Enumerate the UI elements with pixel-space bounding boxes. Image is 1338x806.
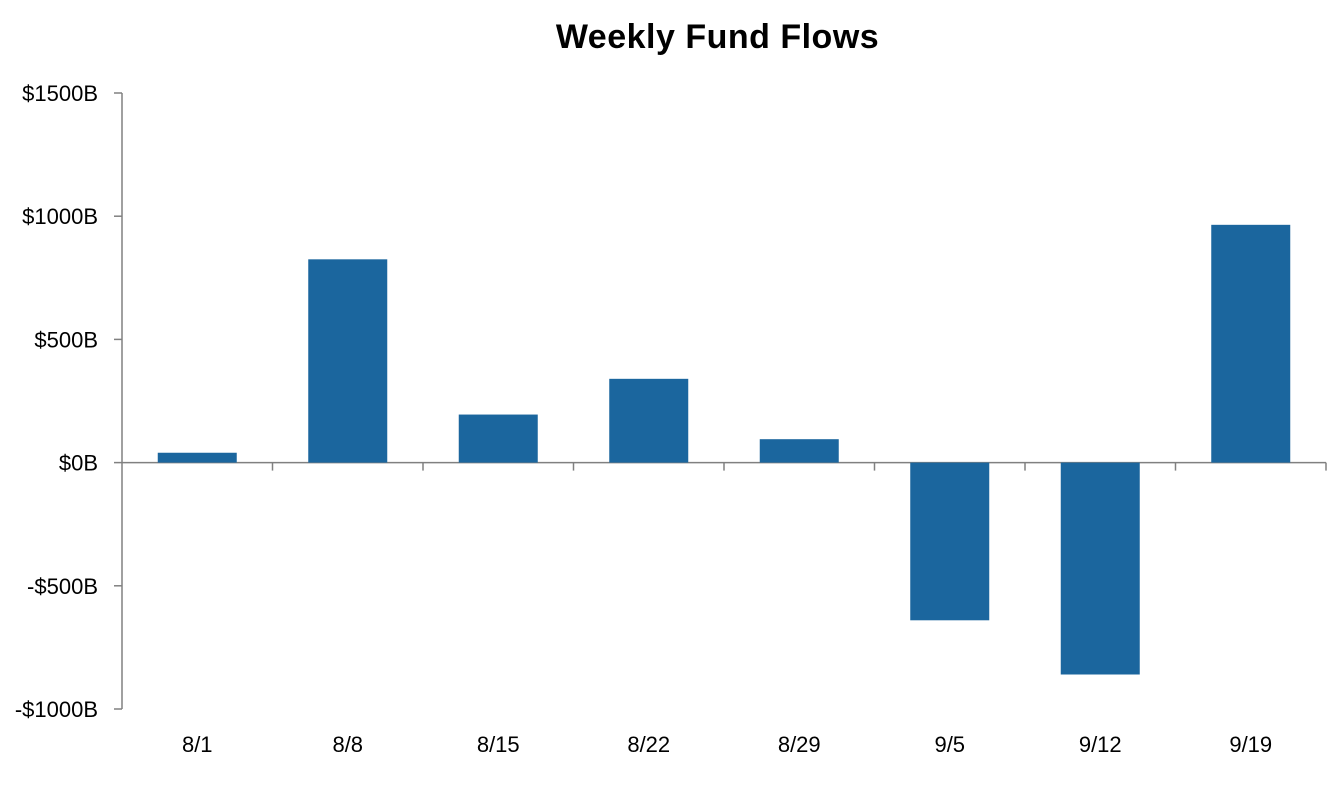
y-tick-label: $1500B bbox=[22, 81, 98, 106]
x-tick-label: 9/5 bbox=[934, 732, 965, 757]
bar bbox=[1060, 462, 1140, 675]
x-tick-label: 8/29 bbox=[778, 732, 821, 757]
x-tick-label: 8/8 bbox=[332, 732, 363, 757]
bar bbox=[308, 259, 388, 463]
x-tick-label: 9/19 bbox=[1229, 732, 1272, 757]
bars bbox=[157, 224, 1291, 675]
x-tick-labels: 8/1 8/8 8/15 8/22 8/29 9/5 9/12 9/19 bbox=[182, 732, 1272, 757]
x-tick-label: 8/22 bbox=[627, 732, 670, 757]
y-tick-label: $500B bbox=[34, 327, 98, 352]
y-axis bbox=[114, 92, 123, 710]
bar bbox=[1211, 224, 1291, 463]
x-tick-label: 9/12 bbox=[1079, 732, 1122, 757]
chart-title: Weekly Fund Flows bbox=[555, 18, 880, 56]
x-tick-label: 8/1 bbox=[182, 732, 213, 757]
bar bbox=[759, 439, 839, 463]
y-tick-label: -$500B bbox=[27, 574, 98, 599]
x-axis bbox=[122, 461, 1327, 471]
y-tick-label: -$1000B bbox=[15, 697, 98, 722]
y-tick-label: $0B bbox=[59, 451, 98, 476]
bar bbox=[458, 414, 538, 463]
bar bbox=[157, 452, 237, 463]
bar bbox=[910, 462, 990, 621]
y-tick-label: $1000B bbox=[22, 204, 98, 229]
y-tick-labels: $1500B $1000B $500B $0B -$500B -$1000B bbox=[15, 81, 98, 722]
bar bbox=[609, 378, 689, 463]
x-tick-label: 8/15 bbox=[477, 732, 520, 757]
